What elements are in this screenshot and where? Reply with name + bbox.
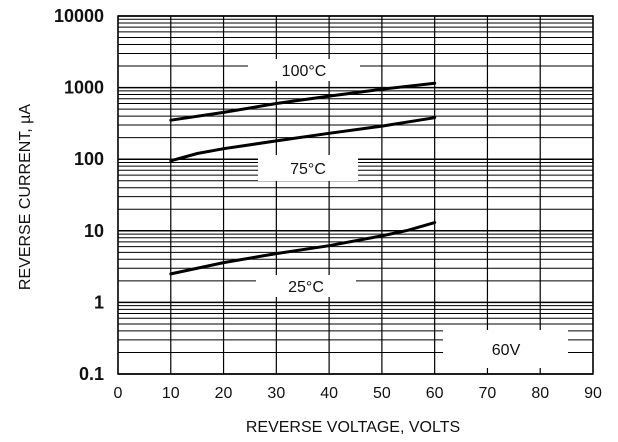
series-line-2 xyxy=(169,221,437,276)
x-tick-label: 90 xyxy=(584,385,602,402)
y-tick-label: 100 xyxy=(74,149,104,169)
y-axis-label: REVERSE CURRENT, µA xyxy=(17,104,34,290)
label-box-2 xyxy=(256,275,356,297)
series-line-0 xyxy=(169,81,437,122)
label-boxes xyxy=(248,59,568,368)
series-labels: 100°C 75°C 25°C 60V xyxy=(282,63,521,359)
x-tick-label: 30 xyxy=(267,385,285,402)
label-box-0 xyxy=(248,59,360,81)
x-tick-label: 40 xyxy=(320,385,338,402)
y-tick-label: 10000 xyxy=(54,6,104,26)
x-tick-label: 0 xyxy=(114,385,123,402)
series-label-2: 25°C xyxy=(288,279,324,296)
series-lines xyxy=(169,81,437,276)
y-tick-label: 10 xyxy=(84,221,104,241)
series-label-1: 75°C xyxy=(290,161,326,178)
x-axis-label: REVERSE VOLTAGE, VOLTS xyxy=(246,419,460,436)
x-tick-label: 60 xyxy=(426,385,444,402)
x-tick-label: 80 xyxy=(531,385,549,402)
x-tick-labels: 0 10 20 30 40 50 60 70 80 90 xyxy=(114,385,602,402)
x-tick-label: 50 xyxy=(373,385,391,402)
annotation-label-0: 60V xyxy=(492,342,521,359)
x-tick-label: 70 xyxy=(479,385,497,402)
y-tick-labels: 0.1 1 10 100 1000 10000 xyxy=(54,6,104,384)
series-label-0: 100°C xyxy=(282,63,327,80)
plot-frame xyxy=(117,15,594,375)
y-tick-label: 1000 xyxy=(64,78,104,98)
y-tick-label: 1 xyxy=(94,292,104,312)
y-tick-label: 0.1 xyxy=(79,364,104,384)
x-tick-label: 10 xyxy=(162,385,180,402)
label-box-1 xyxy=(258,155,358,181)
x-tick-label: 20 xyxy=(215,385,233,402)
label-box-3 xyxy=(443,330,568,368)
series-line-1 xyxy=(169,116,437,163)
